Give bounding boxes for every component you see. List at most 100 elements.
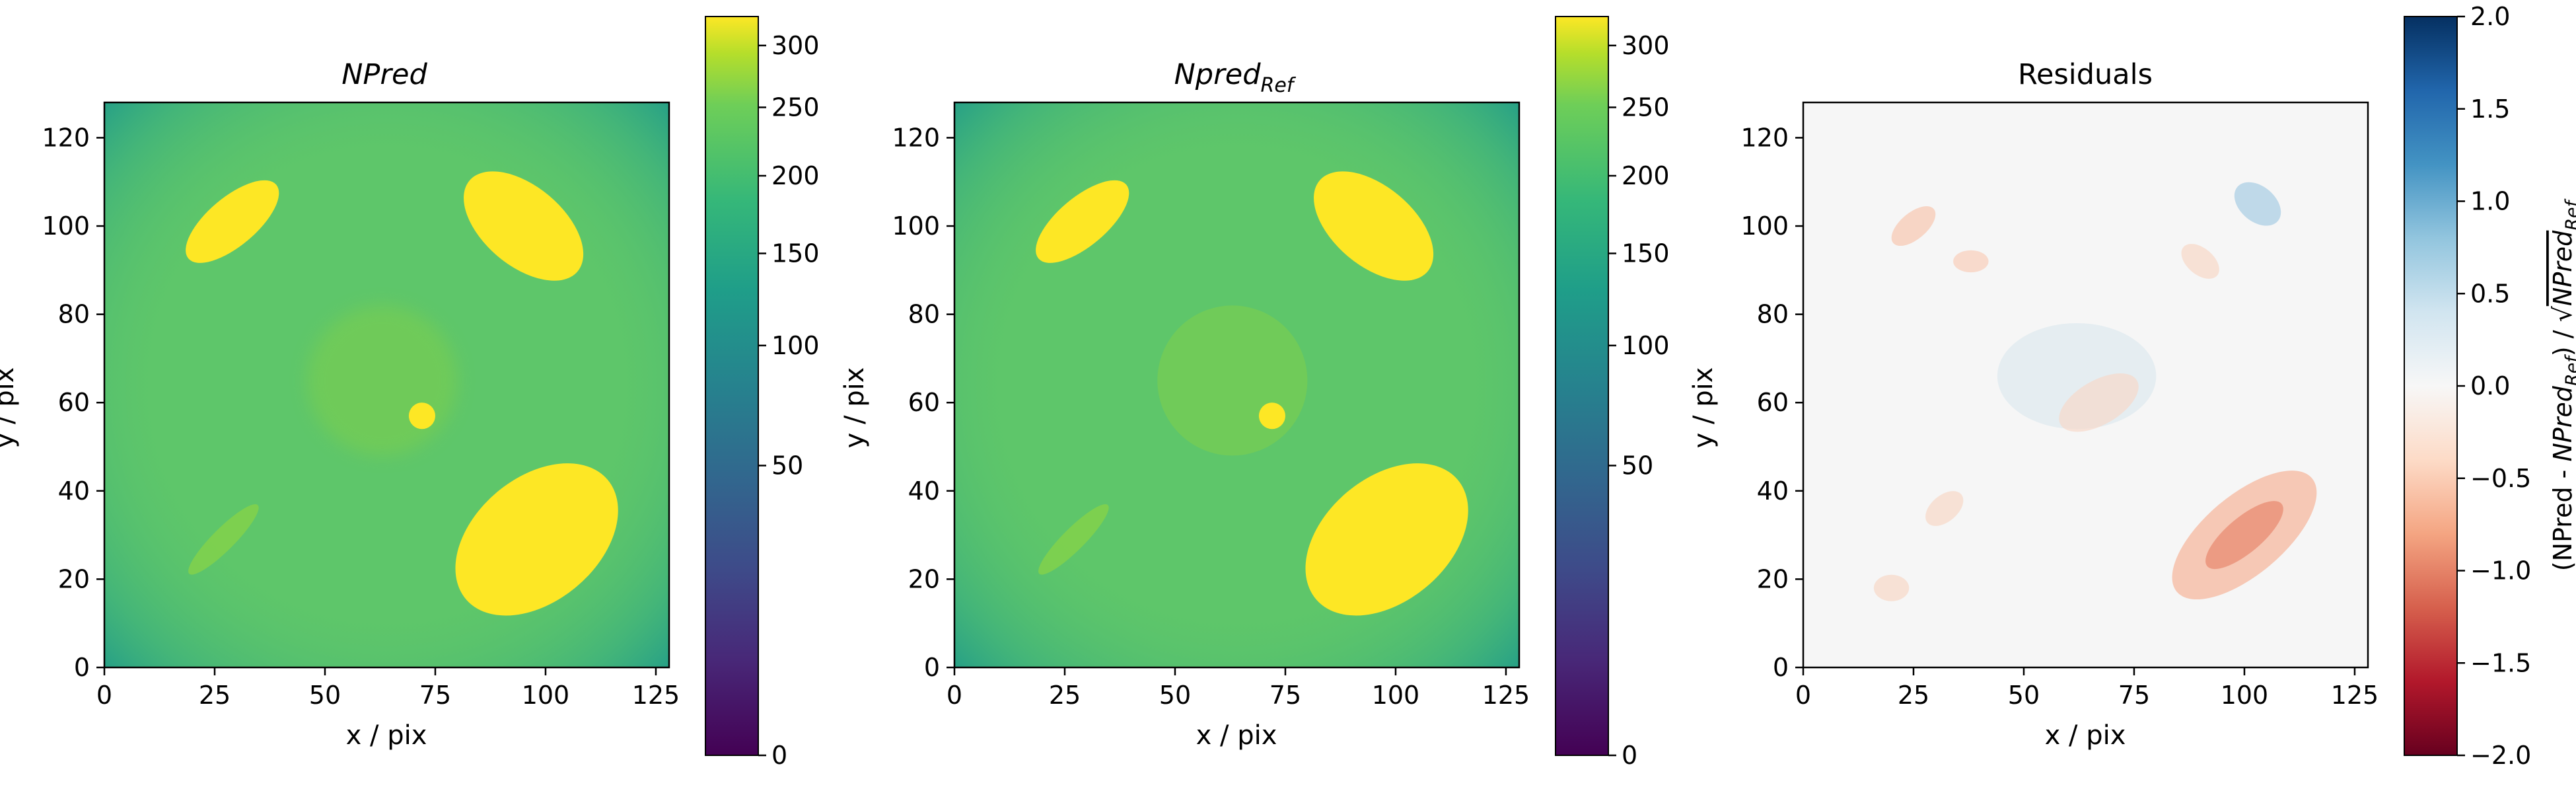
y-tick: 0	[924, 653, 954, 682]
svg-text:0: 0	[924, 653, 940, 682]
y-tick: 80	[908, 300, 954, 329]
y-tick: 120	[1740, 123, 1803, 152]
svg-text:50: 50	[1622, 451, 1653, 480]
svg-text:100: 100	[2221, 681, 2269, 710]
svg-text:125: 125	[2331, 681, 2379, 710]
colorbar-tick: 50	[1608, 451, 1653, 480]
svg-text:0: 0	[74, 653, 90, 682]
npred-ref-xlabel: x / pix	[1196, 720, 1277, 751]
svg-text:20: 20	[908, 564, 940, 593]
colorbar-tick: 100	[758, 331, 820, 360]
svg-text:0: 0	[947, 681, 962, 710]
colorbar-tick: 300	[1608, 31, 1670, 60]
svg-text:120: 120	[1740, 123, 1789, 152]
svg-text:−1.0: −1.0	[2470, 556, 2531, 585]
y-tick: 100	[892, 211, 954, 241]
x-tick: 125	[632, 667, 680, 710]
svg-text:−2.0: −2.0	[2470, 741, 2531, 770]
svg-text:200: 200	[1622, 161, 1670, 190]
npred-xlabel: x / pix	[346, 720, 427, 751]
x-tick: 75	[2118, 667, 2150, 710]
colorbar-tick: 200	[758, 161, 820, 190]
svg-text:20: 20	[1757, 564, 1789, 593]
colorbar-tick: 250	[1608, 93, 1670, 122]
x-tick: 50	[2008, 667, 2040, 710]
svg-text:75: 75	[419, 681, 451, 710]
svg-text:0.5: 0.5	[2470, 279, 2510, 308]
svg-text:60: 60	[1757, 388, 1789, 417]
colorbar-tick: 2.0	[2457, 2, 2510, 31]
svg-text:100: 100	[1372, 681, 1420, 710]
colorbar-tick: 0	[758, 741, 787, 770]
npred-ref-panel: NpredRef 0 25 50 75 100 125 0 20 40 60 80 100 120 x…	[840, 16, 1670, 770]
colorbar-tick: −1.5	[2457, 648, 2531, 677]
x-tick: 75	[1270, 667, 1301, 710]
residuals-xlabel: x / pix	[2045, 720, 2126, 751]
svg-text:150: 150	[1622, 239, 1670, 268]
y-tick: 100	[1740, 211, 1803, 241]
svg-text:40: 40	[58, 476, 90, 506]
npred-image-content	[104, 102, 669, 667]
npred-ref-colorbar-ticks: 0 50 100 150 200 250 300	[1608, 31, 1670, 770]
residuals-panel: Residuals 0 25 50 75 100 125 020406080100120 …	[1688, 2, 2576, 770]
npred-ref-x-axis: 0 25 50 75 100 125	[947, 667, 1530, 710]
svg-text:80: 80	[58, 300, 90, 329]
svg-text:2.0: 2.0	[2470, 2, 2510, 31]
svg-text:300: 300	[1622, 31, 1670, 60]
x-tick: 50	[1159, 667, 1191, 710]
x-tick: 25	[1898, 667, 1929, 710]
svg-text:0: 0	[1622, 741, 1637, 770]
svg-text:100: 100	[1740, 211, 1789, 241]
y-tick: 120	[892, 123, 954, 152]
x-tick: 25	[1049, 667, 1081, 710]
npred-ref-image-content	[954, 102, 1519, 667]
svg-text:40: 40	[908, 476, 940, 506]
residuals-y-axis: 0 20 40 60 80 100 120	[1740, 123, 1803, 682]
svg-text:1.0: 1.0	[2470, 187, 2510, 216]
residuals-image	[1803, 102, 2368, 667]
colorbar-tick: 0	[1608, 741, 1637, 770]
colorbar-tick: 100	[1608, 331, 1670, 360]
residuals-colorbar-label: (NPred - NPredRef) / √NPredRef	[2548, 198, 2576, 571]
svg-text:75: 75	[1270, 681, 1301, 710]
x-tick: 0	[96, 667, 112, 710]
svg-text:25: 25	[1049, 681, 1081, 710]
colorbar-tick: 0.5	[2457, 279, 2510, 308]
svg-text:120: 120	[42, 123, 90, 152]
svg-text:0.0: 0.0	[2470, 371, 2510, 400]
y-tick: 80	[1757, 300, 1803, 329]
colorbar-tick: 1.0	[2457, 187, 2510, 216]
svg-text:50: 50	[771, 451, 803, 480]
residuals-title: Residuals	[2018, 58, 2153, 91]
svg-text:0: 0	[1795, 681, 1811, 710]
npred-ref-y-axis: 0 20 40 60 80 100 120	[892, 123, 954, 682]
npred-ref-title: NpredRef	[1174, 58, 1297, 97]
colorbar-tick: −2.0	[2457, 741, 2531, 770]
y-tick: 60	[58, 388, 104, 417]
svg-text:40: 40	[1757, 476, 1789, 506]
x-tick: 125	[2331, 667, 2379, 710]
npred-colorbar-ticks: 0 50 100 150 200 250 300	[758, 31, 820, 770]
residuals-image-content	[1803, 102, 2368, 667]
svg-text:250: 250	[771, 93, 820, 122]
svg-text:−1.5: −1.5	[2470, 648, 2531, 677]
colorbar-tick: −1.0	[2457, 556, 2531, 585]
svg-text:250: 250	[1622, 93, 1670, 122]
svg-text:100: 100	[892, 211, 940, 241]
svg-text:200: 200	[771, 161, 820, 190]
y-tick: 20	[1757, 564, 1803, 593]
x-tick: 125	[1482, 667, 1530, 710]
npred-ref-image	[954, 102, 1519, 667]
y-tick: 60	[1757, 388, 1803, 417]
x-tick: 75	[419, 667, 451, 710]
y-tick: 40	[58, 476, 104, 506]
svg-text:0: 0	[771, 741, 787, 770]
x-tick: 100	[2221, 667, 2269, 710]
npred-panel: NPred 0 25 50 75 100 125 0 20 40 60 80 100 120 x / …	[0, 16, 820, 770]
colorbar-tick: 0.0	[2457, 371, 2510, 400]
y-tick: 80	[58, 300, 104, 329]
npred-image	[104, 102, 669, 667]
npred-ylabel: y / pix	[0, 367, 20, 449]
x-tick: 25	[199, 667, 231, 710]
